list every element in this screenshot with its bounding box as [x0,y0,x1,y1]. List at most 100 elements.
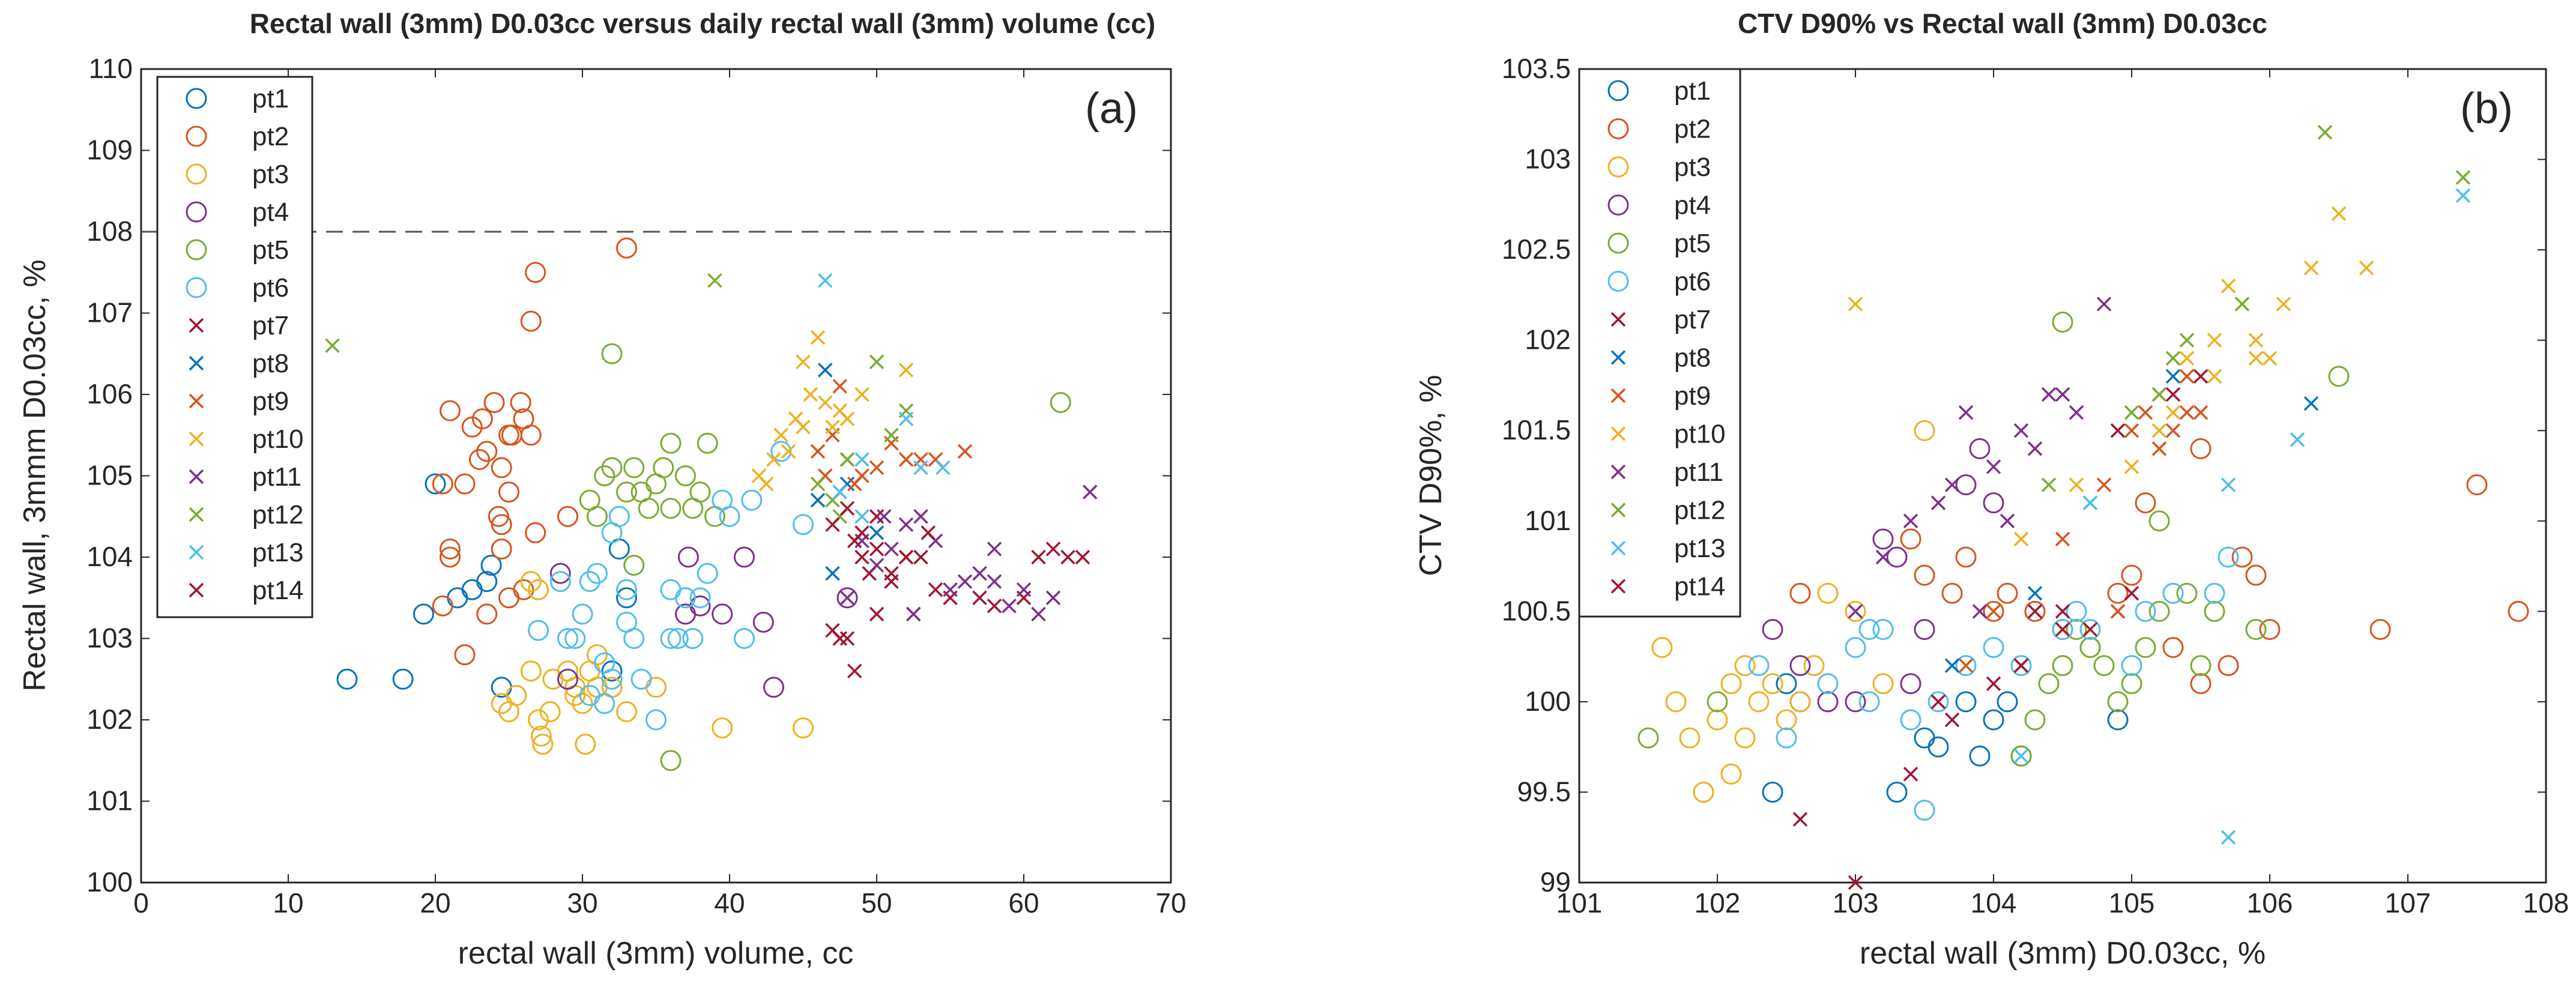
data-point-pt5 [660,432,682,454]
legend-label-pt12: pt12 [252,500,304,530]
data-point-pt10 [854,387,869,402]
data-point-pt3 [1665,691,1687,713]
data-point-pt3 [528,709,549,731]
series-pt4 [549,546,858,698]
data-point-pt5 [1637,727,1659,749]
x-axis-label-a: rectal wall (3mm) volume, cc [458,936,854,971]
legend-label-pt4: pt4 [1674,191,1711,220]
data-point-pt7 [1986,676,2001,692]
data-point-pt11 [906,606,921,622]
series-pt7 [1792,585,2139,890]
legend-box [1578,68,1741,618]
data-point-pt10 [2248,351,2264,366]
data-point-pt6 [741,489,763,511]
legend-label-pt14: pt14 [252,576,304,605]
data-point-pt11 [839,590,855,605]
panel-label-a: (a) [1085,85,1138,133]
data-point-pt4 [677,546,699,568]
data-point-pt9 [1958,658,1974,673]
data-point-pt6 [697,563,718,584]
data-point-pt12 [2151,387,2167,402]
data-point-pt10 [781,444,796,459]
data-point-pt6 [2162,582,2184,604]
data-point-pt6 [2052,618,2073,640]
data-point-pt6 [572,603,593,625]
legend-marker-pt6 [186,277,207,298]
data-point-pt14 [869,509,884,524]
data-point-pt5 [601,343,623,364]
data-point-pt3 [1720,673,1742,695]
data-point-pt9 [2124,423,2139,438]
data-point-pt3 [1707,709,1728,731]
data-point-pt2 [1955,546,1977,568]
data-point-pt11 [869,558,884,573]
x-tick-label: 70 [1155,887,1186,919]
data-point-pt14 [898,549,914,565]
data-point-pt11 [1875,549,1891,565]
data-point-pt3 [1651,637,1673,659]
data-point-pt2 [2231,546,2253,568]
data-point-pt6 [557,628,578,649]
data-point-pt6 [660,628,682,649]
data-point-pt11 [1848,604,1863,619]
data-point-pt2 [476,603,498,625]
data-point-pt10 [2069,477,2084,492]
data-point-pt2 [1914,564,1935,586]
legend-marker-pt4 [186,201,207,223]
data-point-pt14 [2055,604,2070,619]
data-point-pt5 [2010,745,2032,767]
data-point-pt2 [2218,655,2239,677]
legend-marker-pt13 [189,545,204,560]
data-point-pt2 [525,262,546,283]
data-point-pt3 [1845,600,1866,622]
data-point-pt1 [1762,781,1783,803]
data-point-pt5 [689,481,711,503]
legend-marker-pt6 [1607,271,1629,292]
y-tick-label: 99.5 [1517,776,1571,807]
legend-marker-pt5 [186,239,207,261]
legend-marker-pt14 [1610,579,1626,594]
data-point-pt4 [1886,546,1908,568]
data-point-pt5 [2024,709,2046,731]
data-point-pt6 [1983,637,2004,659]
data-point-pt11 [1958,405,1974,420]
legend-label-pt9: pt9 [1674,381,1711,411]
data-point-pt2 [2369,618,2391,640]
data-point-pt6 [1817,673,1839,695]
data-point-pt10 [898,363,914,378]
data-point-pt11 [1002,599,1017,614]
y-tick-label: 101 [86,785,133,816]
data-point-pt6 [1914,800,1935,821]
legend-label-pt14: pt14 [1674,572,1726,602]
data-point-pt6 [587,563,608,584]
data-point-pt14 [869,606,884,622]
data-point-pt7 [987,599,1002,614]
data-point-pt6 [2218,546,2239,568]
data-point-pt11 [943,582,958,597]
data-point-pt11 [1045,590,1061,605]
y-tick-label: 107 [86,297,133,328]
data-point-pt2 [616,237,637,259]
data-point-pt5 [1050,392,1071,414]
data-point-pt9 [2193,405,2209,420]
data-point-pt3 [1720,763,1742,785]
data-point-pt3 [539,701,561,722]
data-point-pt5 [2052,655,2073,677]
data-point-pt6 [2066,600,2087,622]
y-tick-label: 103 [86,623,133,654]
data-point-pt14 [1930,694,1946,710]
x-tick-label: 102 [1695,887,1741,919]
data-point-pt3 [1734,727,1756,749]
data-point-pt9 [957,444,973,459]
data-point-pt5 [2135,637,2156,659]
data-point-pt12 [884,427,899,442]
data-point-pt12 [2179,333,2195,348]
data-point-pt14 [2013,658,2029,673]
data-point-pt3 [1734,655,1756,677]
series-pt11 [839,484,1098,622]
data-point-pt9 [810,444,826,459]
data-point-pt1 [1886,781,1908,803]
series-pt12 [325,273,914,524]
data-point-pt13 [936,460,951,475]
data-point-pt3 [712,717,733,739]
